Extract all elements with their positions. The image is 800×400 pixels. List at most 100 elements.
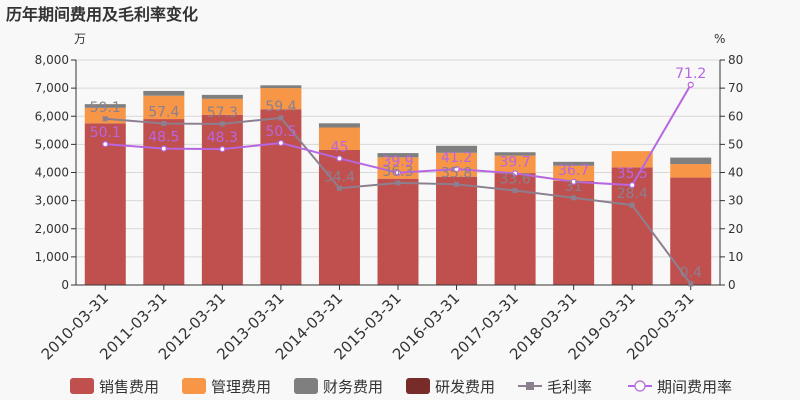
right-tick-label: 20: [728, 222, 743, 236]
data-label-毛利率: 36.3: [382, 164, 413, 180]
bar-财务费用: [494, 152, 536, 156]
bar-管理费用: [318, 127, 360, 150]
right-tick-label: 10: [728, 250, 743, 264]
data-label-期间费用率: 48.5: [148, 130, 179, 146]
data-label-期间费用率: 50.5: [265, 124, 296, 140]
data-label-期间费用率: 39.9: [382, 154, 413, 170]
bar-销售费用: [260, 109, 302, 285]
point-期间费用率: [336, 155, 343, 162]
data-labels-group: 59.1 57.4 57.3 59.4 34.4 36.3 35.8 33.6 31 28.4 0.…: [90, 66, 707, 281]
data-label-毛利率: 35.8: [441, 165, 472, 181]
lines-group: [102, 81, 694, 287]
point-毛利率: [571, 195, 577, 201]
data-label-毛利率: 57.4: [148, 105, 179, 121]
right-tick-label: 40: [728, 166, 743, 180]
point-期间费用率: [102, 140, 109, 148]
bars-group: [84, 85, 712, 285]
left-tick-label: 3,000: [35, 194, 69, 208]
legend-label-管理费用: 管理费用: [211, 378, 271, 396]
point-期间费用率: [570, 178, 577, 185]
bar-管理费用: [143, 95, 185, 120]
left-tick-label: 0: [61, 278, 69, 292]
point-毛利率: [161, 121, 167, 127]
data-label-毛利率: 0.4: [680, 265, 702, 281]
bar-财务费用: [201, 94, 243, 99]
right-tick-label: 50: [728, 137, 743, 151]
point-毛利率: [454, 181, 460, 187]
left-tick-label: 7,000: [35, 81, 69, 95]
data-label-期间费用率: 39.7: [500, 154, 531, 170]
left-tick-label: 8,000: [35, 53, 69, 67]
legend-marker-期间费用率: [634, 380, 646, 392]
bar-管理费用: [494, 155, 536, 174]
point-期间费用率: [687, 81, 694, 88]
bar-财务费用: [377, 153, 419, 158]
point-期间费用率: [219, 146, 226, 153]
bar-财务费用: [318, 123, 360, 128]
point-期间费用率: [453, 166, 460, 173]
legend-swatch-财务费用: [294, 378, 318, 394]
point-毛利率: [512, 188, 518, 193]
bar-财务费用: [553, 161, 595, 166]
left-tick-label: 1,000: [35, 250, 69, 264]
point-期间费用率: [629, 182, 636, 189]
data-label-毛利率: 34.4: [324, 169, 355, 185]
right-tick-label: 60: [728, 109, 743, 123]
bar-管理费用: [260, 88, 302, 110]
bar-销售费用: [201, 114, 243, 285]
legend: 销售费用 管理费用 财务费用 研发费用 毛利率 期间费用率: [70, 378, 732, 396]
right-axis-unit: %: [714, 32, 725, 46]
right-tick-label: 0: [728, 278, 736, 292]
data-label-期间费用率: 35.5: [617, 166, 648, 182]
left-axis-unit: 万: [74, 32, 86, 46]
legend-label-研发费用: 研发费用: [435, 378, 495, 396]
left-tick-label: 4,000: [35, 166, 69, 180]
bar-销售费用: [436, 176, 478, 285]
data-label-期间费用率: 36.7: [558, 163, 589, 179]
point-期间费用率: [394, 169, 402, 176]
data-label-期间费用率: 41.2: [441, 150, 472, 166]
point-毛利率: [278, 115, 284, 121]
legend-label-期间费用率: 期间费用率: [657, 378, 732, 396]
legend-swatch-管理费用: [182, 378, 206, 394]
bar-财务费用: [436, 145, 478, 153]
right-tick-label: 80: [728, 53, 743, 67]
bar-管理费用: [201, 98, 243, 115]
point-毛利率: [395, 180, 401, 186]
bar-管理费用: [611, 151, 653, 168]
data-label-毛利率: 31: [565, 179, 583, 195]
legend-swatch-研发费用: [406, 378, 430, 394]
bar-管理费用: [377, 157, 419, 179]
left-tick-label: 6,000: [35, 109, 69, 123]
legend-marker-毛利率: [526, 382, 534, 390]
point-期间费用率: [277, 139, 285, 147]
bar-管理费用: [670, 164, 712, 178]
data-label-毛利率: 59.1: [90, 100, 121, 116]
bar-财务费用: [84, 104, 126, 108]
left-tick-label: 5,000: [35, 137, 69, 151]
left-tick-label: 2,000: [35, 222, 69, 236]
data-label-毛利率: 59.4: [265, 99, 296, 115]
legend-label-毛利率: 毛利率: [547, 378, 592, 396]
right-tick-label: 30: [728, 194, 743, 208]
data-label-期间费用率: 50.1: [90, 125, 121, 141]
data-label-期间费用率: 71.2: [675, 66, 706, 82]
chart-title: 历年期间费用及毛利率变化: [6, 5, 198, 24]
bar-管理费用: [553, 165, 595, 181]
point-毛利率: [219, 121, 225, 127]
point-毛利率: [336, 185, 342, 191]
data-label-毛利率: 33.6: [500, 172, 531, 188]
bar-财务费用: [260, 85, 302, 89]
point-毛利率: [629, 202, 635, 208]
data-label-毛利率: 28.4: [617, 186, 648, 202]
point-期间费用率: [511, 170, 519, 177]
legend-label-财务费用: 财务费用: [323, 378, 383, 396]
bar-财务费用: [670, 157, 712, 165]
bar-销售费用: [377, 178, 419, 285]
right-tick-label: 70: [728, 81, 743, 95]
bar-销售费用: [84, 123, 126, 285]
point-期间费用率: [160, 145, 167, 152]
data-label-毛利率: 57.3: [207, 105, 238, 121]
